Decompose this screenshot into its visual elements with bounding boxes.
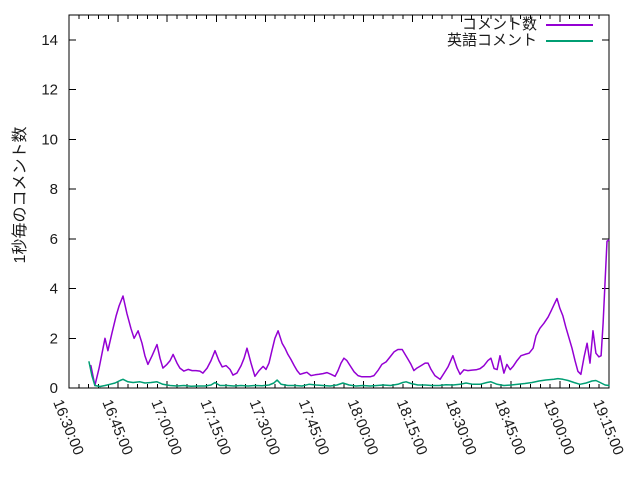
y-tick-label: 14 [41,32,58,49]
y-tick-label: 6 [50,231,58,248]
y-tick-label: 2 [50,330,58,347]
y-tick-label: 0 [50,380,58,397]
legend-label-comments: コメント数 [461,16,537,33]
x-tick-label: 16:30:00 [49,397,87,458]
x-tick-label: 18:30:00 [442,397,480,458]
y-axis-title: 1秒毎のコメント数 [12,126,29,264]
series-line-1 [88,361,610,388]
x-tick-label: 16:45:00 [98,397,136,458]
legend-line-swatch-comments [546,24,593,26]
y-tick-label: 12 [41,82,58,99]
x-tick-label: 18:00:00 [344,397,382,458]
plot-border [68,14,610,389]
y-tick-label: 8 [50,181,58,198]
x-tick-label: 19:00:00 [540,397,578,458]
x-tick-label: 17:00:00 [147,397,185,458]
legend-label-english-comments: 英語コメント [446,32,537,49]
x-tick-label: 17:30:00 [246,397,284,458]
x-tick-label: 19:15:00 [589,397,627,458]
legend-item-comments: コメント数 [447,17,593,33]
series-line-0 [90,239,610,387]
x-tick-label: 18:15:00 [393,397,431,458]
legend-item-english-comments: 英語コメント [447,33,593,49]
x-tick-label: 17:15:00 [197,397,235,458]
legend-line-swatch-english-comments [546,40,593,42]
legend: コメント数 英語コメント [447,17,593,49]
x-tick-label: 17:45:00 [295,397,333,458]
x-tick-label: 18:45:00 [491,397,529,458]
y-tick-label: 10 [41,131,58,148]
y-tick-label: 4 [50,281,58,298]
